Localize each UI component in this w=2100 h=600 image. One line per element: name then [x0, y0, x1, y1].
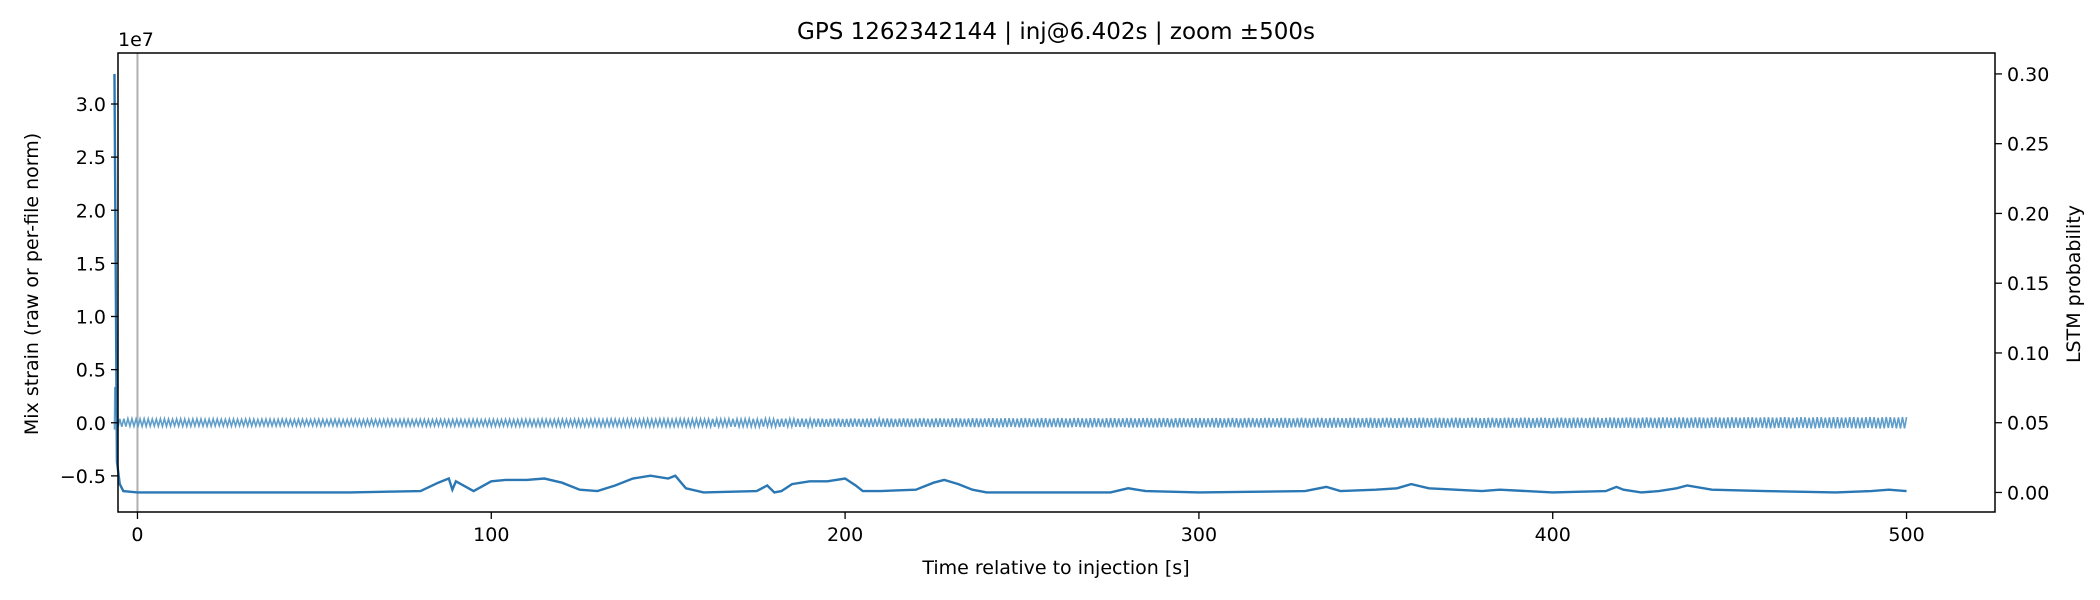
- left-y-tick-label: 1.5: [76, 253, 106, 275]
- plot-area: [113, 53, 1908, 512]
- right-y-tick-label: 0.30: [2007, 64, 2049, 86]
- chart-title: GPS 1262342144 | inj@6.402s | zoom ±500s: [797, 19, 1315, 45]
- left-y-axis-label: Mix strain (raw or per-file norm): [21, 133, 43, 435]
- left-y-tick-label: 2.5: [76, 147, 106, 169]
- left-y-tick-label: 3.0: [76, 94, 106, 116]
- strain-series-line: [113, 386, 1908, 431]
- ticks: 0 100 200 300 400 500 −0.5 0.0 0.5 1.0 1.5 2.0 2.5 3.…: [60, 64, 2049, 546]
- left-y-tick-label: −0.5: [60, 466, 106, 488]
- right-y-tick-label: 0.00: [2007, 482, 2049, 504]
- left-y-tick-label: 0.0: [76, 413, 106, 435]
- right-y-tick-label: 0.05: [2007, 413, 2049, 435]
- left-y-tick-label: 0.5: [76, 360, 106, 382]
- lstm-probability-line: [113, 73, 1907, 494]
- left-y-tick-label: 2.0: [76, 200, 106, 222]
- right-y-tick-label: 0.10: [2007, 343, 2049, 365]
- left-axis-offset-text: 1e7: [118, 29, 154, 51]
- left-y-tick-label: 1.0: [76, 307, 106, 329]
- x-tick-label: 500: [1888, 524, 1924, 546]
- right-y-axis-label: LSTM probability: [2063, 205, 2085, 363]
- plot-frame: [117, 52, 1996, 513]
- right-y-tick-label: 0.25: [2007, 134, 2049, 156]
- right-y-tick-label: 0.20: [2007, 203, 2049, 225]
- x-axis-label: Time relative to injection [s]: [921, 557, 1189, 579]
- x-tick-label: 400: [1535, 524, 1571, 546]
- x-tick-label: 300: [1181, 524, 1217, 546]
- x-tick-label: 0: [131, 524, 143, 546]
- right-y-tick-label: 0.15: [2007, 273, 2049, 295]
- x-tick-label: 100: [473, 524, 509, 546]
- x-tick-label: 200: [827, 524, 863, 546]
